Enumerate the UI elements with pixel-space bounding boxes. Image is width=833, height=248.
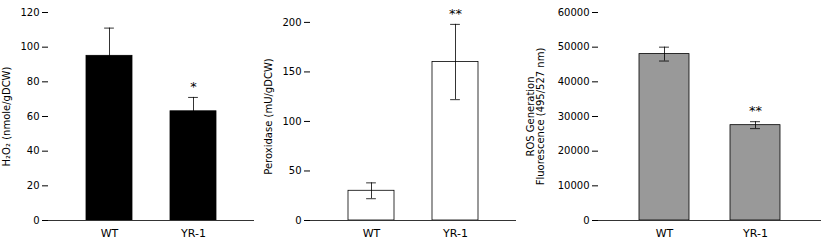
svg-text:50000: 50000 (558, 41, 590, 52)
svg-text:H₂O₂ (nmole/gDCW): H₂O₂ (nmole/gDCW) (1, 67, 12, 167)
svg-text:0: 0 (583, 215, 589, 226)
svg-text:ROS GenerationFluorescence (49: ROS GenerationFluorescence (495/527 nm) (525, 48, 546, 186)
svg-text:**: ** (749, 103, 763, 118)
svg-text:WT: WT (363, 227, 381, 240)
svg-text:0: 0 (33, 215, 39, 226)
svg-text:*: * (190, 79, 197, 94)
svg-text:Peroxidase (mU/gDCW): Peroxidase (mU/gDCW) (263, 58, 274, 174)
svg-text:0: 0 (295, 215, 301, 226)
svg-text:40000: 40000 (558, 76, 590, 87)
svg-text:200: 200 (282, 17, 301, 28)
svg-text:40: 40 (27, 145, 40, 156)
svg-text:YR-1: YR-1 (442, 227, 468, 240)
svg-text:10000: 10000 (558, 180, 590, 191)
svg-text:WT: WT (656, 227, 674, 240)
svg-text:100: 100 (282, 116, 301, 127)
svg-text:20: 20 (27, 180, 40, 191)
svg-text:30000: 30000 (558, 111, 590, 122)
svg-text:50: 50 (289, 165, 302, 176)
svg-text:100: 100 (20, 41, 39, 52)
svg-text:60000: 60000 (558, 7, 590, 18)
svg-text:**: ** (449, 6, 463, 21)
svg-text:60: 60 (27, 111, 40, 122)
svg-text:YR-1: YR-1 (742, 227, 768, 240)
svg-text:80: 80 (27, 76, 40, 87)
svg-text:150: 150 (282, 66, 301, 77)
svg-text:20000: 20000 (558, 145, 590, 156)
svg-text:120: 120 (20, 7, 39, 18)
svg-text:YR-1: YR-1 (180, 227, 206, 240)
svg-text:WT: WT (101, 227, 119, 240)
